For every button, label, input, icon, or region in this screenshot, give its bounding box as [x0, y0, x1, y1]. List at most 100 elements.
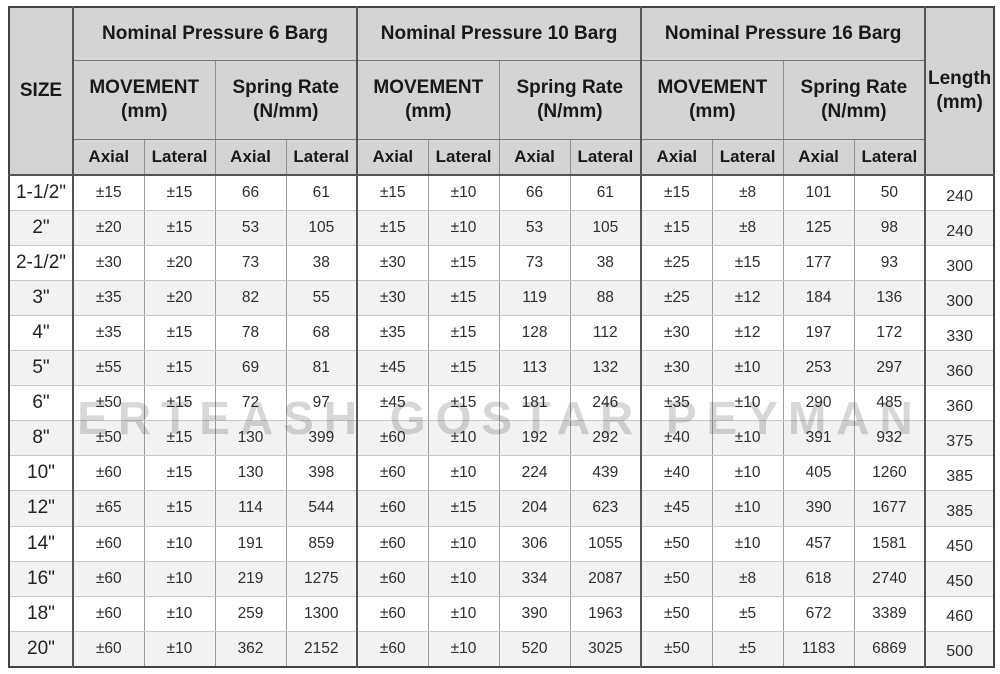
value-cell: ±60 — [356, 526, 429, 562]
value-cell: 82 — [214, 280, 286, 317]
value-cell: ±30 — [356, 280, 429, 317]
size-cell: 18" — [8, 596, 73, 632]
value-cell: 55 — [285, 280, 358, 317]
expansion-joint-spec-table: SIZE Nominal Pressure 6 Barg Nominal Pre… — [8, 6, 996, 668]
spring-rate-header-6barg: Spring Rate (N/mm) — [214, 60, 358, 140]
value-cell: ±10 — [711, 385, 784, 422]
value-cell: 73 — [214, 245, 286, 282]
value-cell: 2152 — [285, 631, 358, 668]
length-cell: 375 — [924, 420, 995, 457]
value-cell: ±60 — [72, 596, 144, 632]
value-cell: ±15 — [427, 490, 500, 527]
value-cell: ±10 — [711, 420, 784, 457]
value-cell: ±10 — [143, 596, 215, 632]
value-cell: ±10 — [427, 631, 500, 668]
value-cell: ±35 — [640, 385, 713, 422]
value-cell: 78 — [214, 315, 286, 352]
movement-header-10barg: MOVEMENT (mm) — [356, 60, 500, 140]
axial-subheader: Axial — [356, 139, 429, 176]
value-cell: 391 — [782, 420, 855, 457]
value-cell: 544 — [285, 490, 358, 527]
value-cell: 2740 — [853, 561, 926, 597]
table-row: 20" ±60 ±10 362 2152 ±60 ±10 520 3025 ±50 ±5 1183 68… — [8, 631, 995, 668]
value-cell: 246 — [569, 385, 642, 422]
value-cell: ±8 — [711, 175, 784, 212]
table-row: 18" ±60 ±10 259 1300 ±60 ±10 390 1963 ±50 ±5 672 338… — [8, 596, 995, 632]
value-cell: 88 — [569, 280, 642, 317]
value-cell: ±60 — [356, 596, 429, 632]
value-cell: ±8 — [711, 561, 784, 597]
value-cell: ±60 — [356, 490, 429, 527]
axial-subheader: Axial — [782, 139, 855, 176]
value-cell: ±35 — [72, 280, 144, 317]
lateral-subheader: Lateral — [285, 139, 358, 176]
table-row: 5" ±55 ±15 69 81 ±45 ±15 113 132 ±30 ±10 253 297 360 — [8, 350, 995, 387]
value-cell: 297 — [853, 350, 926, 387]
value-cell: 114 — [214, 490, 286, 527]
value-cell: ±15 — [143, 455, 215, 492]
value-cell: ±5 — [711, 631, 784, 668]
value-cell: ±65 — [72, 490, 144, 527]
value-cell: 1300 — [285, 596, 358, 632]
spring-rate-header-10barg: Spring Rate (N/mm) — [498, 60, 642, 140]
value-cell: ±15 — [143, 385, 215, 422]
table-row: 2" ±20 ±15 53 105 ±15 ±10 53 105 ±15 ±8 125 98 240 — [8, 210, 995, 247]
value-cell: 93 — [853, 245, 926, 282]
value-cell: ±10 — [427, 526, 500, 562]
value-cell: 859 — [285, 526, 358, 562]
value-cell: 177 — [782, 245, 855, 282]
value-cell: ±60 — [356, 420, 429, 457]
value-cell: ±15 — [143, 175, 215, 212]
value-cell: 1183 — [782, 631, 855, 668]
movement-header-16barg: MOVEMENT (mm) — [640, 60, 784, 140]
value-cell: 105 — [285, 210, 358, 247]
value-cell: ±15 — [427, 350, 500, 387]
length-cell: 385 — [924, 455, 995, 492]
size-cell: 20" — [8, 631, 73, 668]
value-cell: ±10 — [143, 631, 215, 668]
value-cell: ±10 — [711, 350, 784, 387]
length-cell: 330 — [924, 315, 995, 352]
value-cell: ±15 — [143, 420, 215, 457]
table-row: 16" ±60 ±10 219 1275 ±60 ±10 334 2087 ±50 ±8 618 274… — [8, 561, 995, 597]
value-cell: ±10 — [427, 561, 500, 597]
value-cell: 191 — [214, 526, 286, 562]
value-cell: 119 — [498, 280, 571, 317]
pressure-6barg-header: Nominal Pressure 6 Barg — [71, 7, 358, 61]
value-cell: 192 — [498, 420, 571, 457]
value-cell: ±10 — [427, 420, 500, 457]
value-cell: 136 — [853, 280, 926, 317]
length-cell: 300 — [924, 280, 995, 317]
table-row: 14" ±60 ±10 191 859 ±60 ±10 306 1055 ±50 ±10 457 158… — [8, 526, 995, 562]
value-cell: 259 — [214, 596, 286, 632]
value-cell: ±15 — [427, 280, 500, 317]
value-cell: ±40 — [640, 420, 713, 457]
value-cell: 66 — [214, 175, 286, 212]
value-cell: ±12 — [711, 315, 784, 352]
value-cell: 623 — [569, 490, 642, 527]
value-cell: ±15 — [356, 210, 429, 247]
table-row: 4" ±35 ±15 78 68 ±35 ±15 128 112 ±30 ±12 197 172 330 — [8, 315, 995, 352]
value-cell: 362 — [214, 631, 286, 668]
axial-subheader: Axial — [498, 139, 571, 176]
value-cell: ±8 — [711, 210, 784, 247]
pressure-16barg-header: Nominal Pressure 16 Barg — [640, 7, 926, 61]
value-cell: 128 — [498, 315, 571, 352]
length-cell: 460 — [924, 596, 995, 632]
table-row: 6" ±50 ±15 72 97 ±45 ±15 181 246 ±35 ±10 290 485 360 — [8, 385, 995, 422]
axial-subheader: Axial — [640, 139, 713, 176]
length-cell: 240 — [924, 175, 995, 212]
size-cell: 4" — [8, 315, 73, 352]
value-cell: ±30 — [72, 245, 144, 282]
value-cell: 219 — [214, 561, 286, 597]
value-cell: ±20 — [143, 245, 215, 282]
value-cell: ±15 — [143, 315, 215, 352]
value-cell: ±30 — [640, 315, 713, 352]
value-cell: ±15 — [143, 210, 215, 247]
value-cell: 520 — [498, 631, 571, 668]
lateral-subheader: Lateral — [711, 139, 784, 176]
value-cell: ±60 — [72, 455, 144, 492]
lateral-subheader: Lateral — [569, 139, 642, 176]
value-cell: ±20 — [72, 210, 144, 247]
value-cell: 98 — [853, 210, 926, 247]
